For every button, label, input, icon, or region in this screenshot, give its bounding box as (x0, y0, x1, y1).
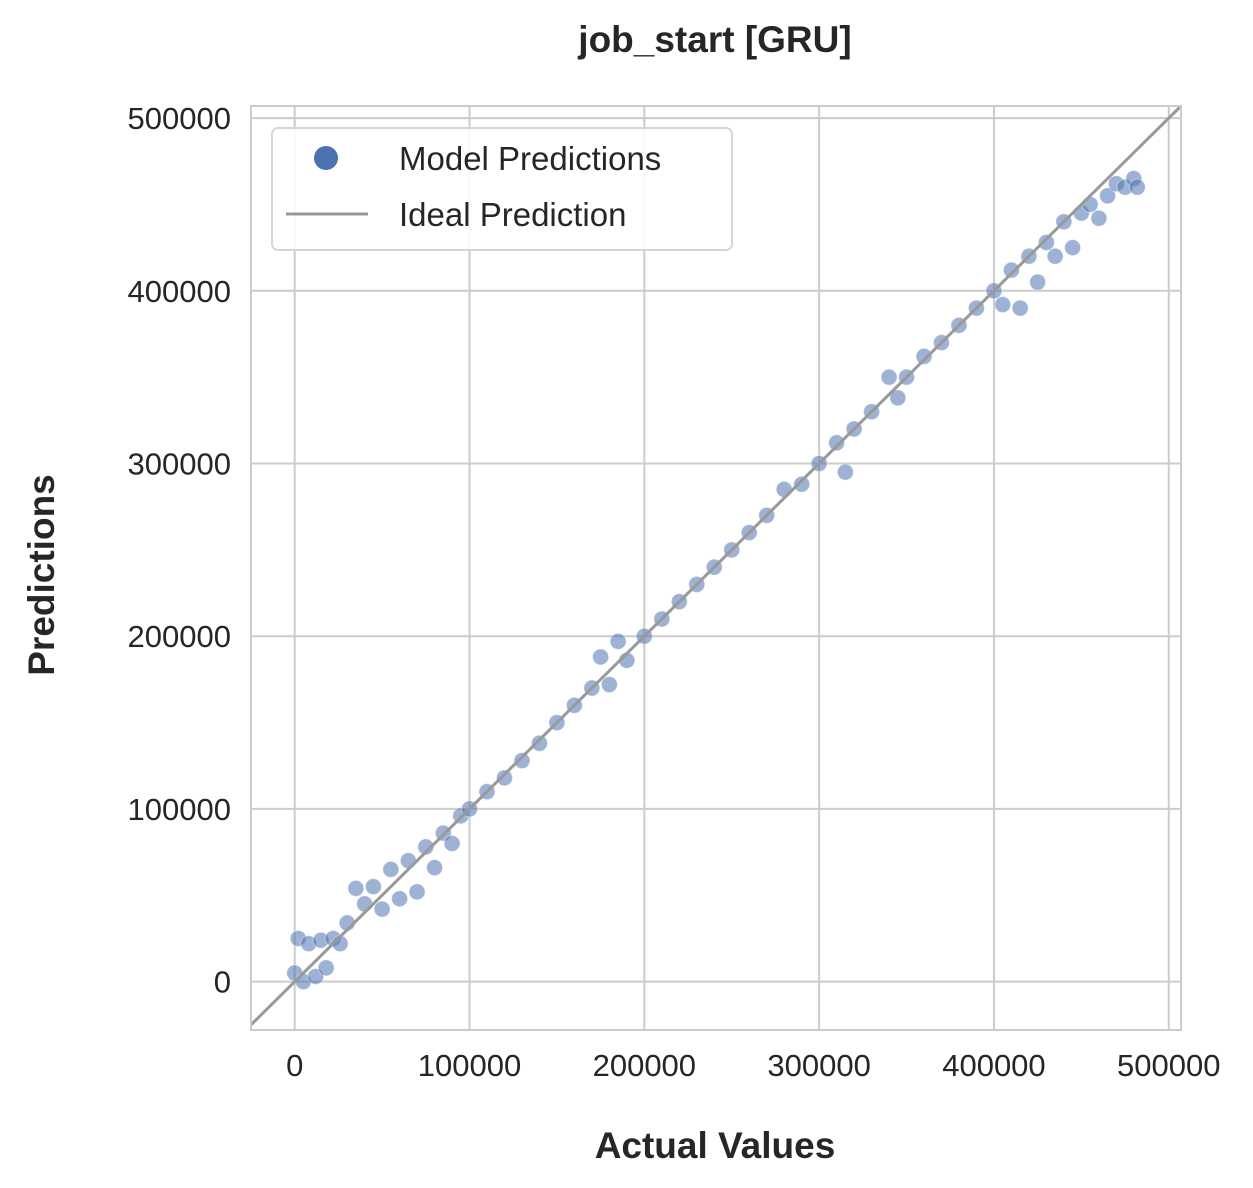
scatter-point (364, 878, 382, 896)
scatter-point (1029, 273, 1047, 291)
y-tick-label: 100000 (128, 792, 231, 827)
x-tick-label: 100000 (418, 1048, 521, 1083)
scatter-point (356, 895, 374, 913)
scatter-point (391, 890, 409, 908)
scatter-point (836, 463, 854, 481)
scatter-point (1081, 195, 1099, 213)
scatter-point (530, 734, 548, 752)
x-axis-ticks: 0 100000 200000 300000 400000 500000 (286, 1048, 1220, 1083)
legend: Model Predictions Ideal Prediction (271, 127, 733, 251)
scatter-point (426, 859, 444, 877)
scatter-point (793, 475, 811, 493)
scatter-point (1090, 209, 1108, 227)
scatter-point (1037, 233, 1055, 251)
scatter-point (1002, 261, 1020, 279)
x-tick-label: 400000 (942, 1048, 1045, 1083)
y-axis-ticks: 0 100000 200000 300000 400000 500000 (128, 101, 231, 1000)
scatter-point (443, 834, 461, 852)
scatter-point (495, 769, 513, 787)
y-tick-label: 400000 (128, 274, 231, 309)
scatter-point (347, 879, 365, 897)
scatter-point (1099, 187, 1117, 205)
y-tick-label: 300000 (128, 447, 231, 482)
scatter-point (915, 347, 933, 365)
legend-marker-model-predictions (314, 146, 338, 170)
scatter-point (592, 648, 610, 666)
legend-label-model-predictions: Model Predictions (399, 140, 661, 177)
scatter-point (828, 434, 846, 452)
legend-label-ideal-prediction: Ideal Prediction (399, 196, 626, 233)
x-axis-title: Actual Values (595, 1125, 836, 1166)
plot-area (249, 104, 1183, 1031)
chart-title: job_start [GRU] (577, 19, 851, 60)
scatter-point (775, 480, 793, 498)
scatter-point (1064, 239, 1082, 257)
scatter-point (373, 900, 391, 918)
scatter-point (408, 883, 426, 901)
x-tick-label: 200000 (593, 1048, 696, 1083)
scatter-point (1046, 247, 1064, 265)
scatter-point (417, 838, 435, 856)
scatter-point (889, 389, 907, 407)
scatter-point (600, 676, 618, 694)
scatter-point (1128, 178, 1146, 196)
y-axis-title: Predictions (21, 474, 62, 676)
x-tick-label: 300000 (767, 1048, 870, 1083)
x-tick-label: 0 (286, 1048, 303, 1083)
scatter-point (317, 959, 335, 977)
x-tick-label: 500000 (1117, 1048, 1220, 1083)
y-tick-label: 500000 (128, 101, 231, 136)
y-tick-label: 0 (214, 965, 231, 1000)
scatter-point (880, 368, 898, 386)
scatter-point (513, 752, 531, 770)
gridlines (251, 106, 1181, 1030)
scatter-point (609, 632, 627, 650)
scatter-point (382, 860, 400, 878)
legend-box (271, 127, 733, 251)
scatter-point (994, 296, 1012, 314)
scatter-point (1011, 299, 1029, 317)
plot-frame (250, 105, 1182, 1031)
y-tick-label: 200000 (128, 619, 231, 654)
scatter-point (399, 852, 417, 870)
ideal-prediction-line (249, 104, 1183, 1026)
